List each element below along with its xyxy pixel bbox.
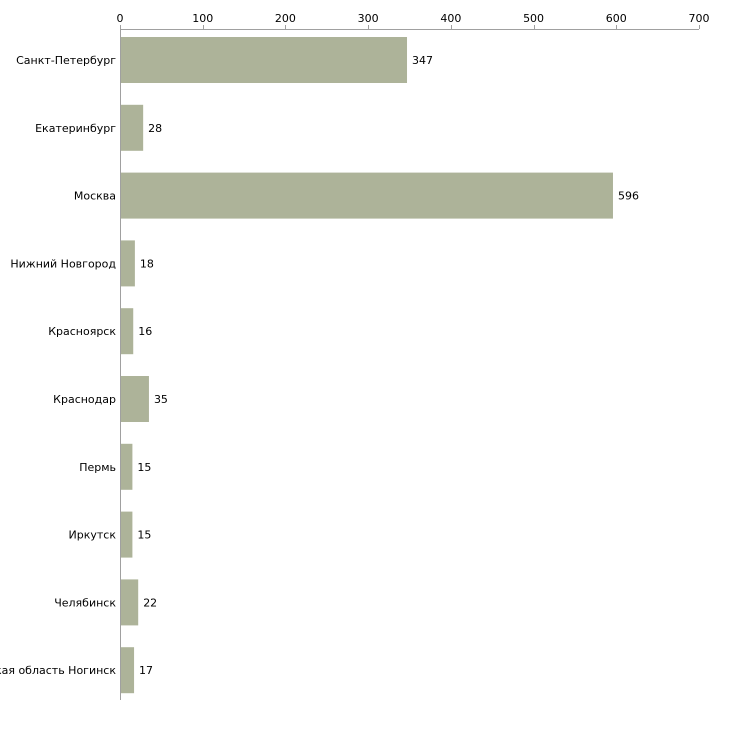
x-tick-label: 100 bbox=[192, 12, 213, 25]
x-axis: 0 100 200 300 400 500 600 700 bbox=[117, 12, 710, 30]
category-label: Екатеринбург bbox=[35, 122, 116, 135]
bar[interactable] bbox=[120, 240, 135, 287]
bar[interactable] bbox=[120, 647, 135, 694]
category-label: Красноярск bbox=[48, 325, 116, 338]
bar-value-label: 18 bbox=[140, 257, 154, 270]
bar-value-label: 16 bbox=[138, 325, 152, 338]
bar-value-label: 22 bbox=[143, 596, 157, 609]
x-tick-label: 600 bbox=[606, 12, 627, 25]
bars-group: 347 28 596 18 16 35 15 15 22 17 bbox=[120, 37, 639, 694]
bar-value-label: 596 bbox=[618, 190, 639, 203]
category-label: Иркутск bbox=[69, 529, 117, 542]
x-tick-label: 200 bbox=[275, 12, 296, 25]
bar[interactable] bbox=[120, 443, 133, 490]
bar[interactable] bbox=[120, 172, 613, 219]
bar[interactable] bbox=[120, 104, 144, 151]
category-label: Пермь bbox=[79, 461, 116, 474]
bar-value-label: 15 bbox=[137, 529, 151, 542]
bar[interactable] bbox=[120, 308, 134, 355]
bar[interactable] bbox=[120, 37, 408, 83]
bar-value-label: 347 bbox=[412, 54, 433, 67]
category-label: Краснодар bbox=[53, 393, 116, 406]
bar[interactable] bbox=[120, 579, 139, 626]
category-label: Московская область Ногинск bbox=[0, 664, 116, 677]
bar-value-label: 17 bbox=[139, 664, 153, 677]
x-tick-label: 400 bbox=[440, 12, 461, 25]
category-label: Санкт-Петербург bbox=[16, 54, 116, 67]
category-label: Москва bbox=[74, 190, 116, 203]
y-axis: Санкт-Петербург Екатеринбург Москва Нижний … bbox=[0, 29, 121, 700]
bar-value-label: 28 bbox=[148, 122, 162, 135]
x-tick-label: 700 bbox=[689, 12, 710, 25]
bar[interactable] bbox=[120, 511, 133, 558]
x-tick-label: 300 bbox=[358, 12, 379, 25]
category-label: Нижний Новгород bbox=[10, 257, 116, 270]
category-label: Челябинск bbox=[54, 596, 116, 609]
bar-value-label: 35 bbox=[154, 393, 168, 406]
bar-value-label: 15 bbox=[137, 461, 151, 474]
bar[interactable] bbox=[120, 376, 149, 422]
x-tick-label: 500 bbox=[523, 12, 544, 25]
x-tick-label: 0 bbox=[117, 12, 124, 25]
